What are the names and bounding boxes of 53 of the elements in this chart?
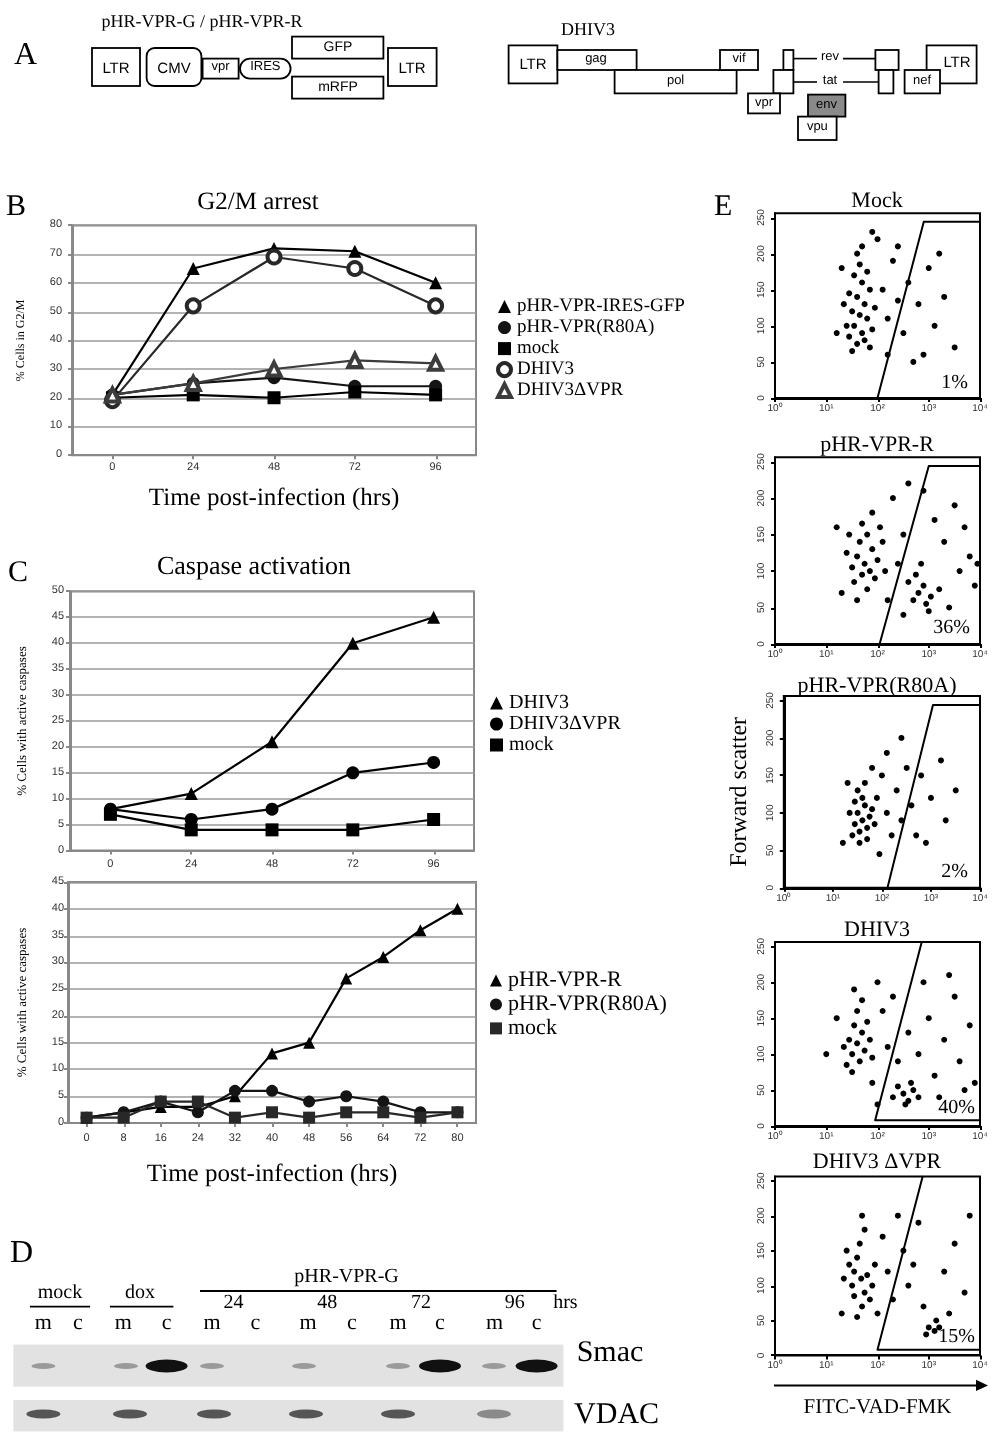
legend-label: DHIV3 (509, 692, 569, 714)
text: 24 48 72 96 (223, 1291, 525, 1313)
text: dox (125, 1281, 155, 1303)
chart-title: Mock (851, 189, 904, 214)
chart-title: DHIV3 (844, 917, 911, 942)
annotation: 40% (938, 1097, 975, 1119)
text: D (10, 1236, 34, 1271)
text: pHR-VPR-G / pHR-VPR-R (101, 10, 303, 30)
annotation: 2% (941, 861, 968, 883)
annotation: 15% (938, 1326, 975, 1348)
text: c (531, 1311, 542, 1335)
text: c (435, 1311, 445, 1335)
chart-title: Caspase activation (156, 549, 353, 580)
text: m (34, 1311, 52, 1335)
text: VDAC (574, 1399, 660, 1432)
legend-label: DHIV3 (517, 359, 575, 380)
text: c (73, 1311, 83, 1335)
chart-title: G2/M arrest (197, 187, 320, 216)
annotation: 36% (933, 617, 970, 639)
legend-label: pHR-VPR(R80A) (508, 992, 668, 1017)
text: c (250, 1311, 261, 1335)
text: m (299, 1311, 317, 1335)
x-axis-title: Time post-infection (hrs) (146, 1159, 398, 1187)
chart-title: pHR-VPR(R80A) (797, 673, 958, 698)
legend-label: mock (509, 734, 554, 756)
text: c (347, 1311, 357, 1335)
text: hrs (553, 1291, 578, 1313)
text: Smac (576, 1337, 644, 1370)
legend-label: DHIV3ΔVPR (509, 713, 622, 735)
legend-label: pHR-VPR(R80A) (517, 317, 655, 338)
text: m (203, 1311, 221, 1335)
text: m (114, 1311, 132, 1335)
x-axis-title: FITC-VAD-FMK (803, 1397, 953, 1420)
annotation: 1% (941, 371, 968, 394)
text: mock (37, 1281, 83, 1303)
y-axis-title: Forward scatter (724, 716, 752, 867)
text: B (6, 190, 27, 223)
legend-label: DHIV3ΔVPR (517, 380, 625, 401)
x-axis-title: Time post-infection (hrs) (148, 483, 400, 511)
text: A (14, 38, 38, 73)
text: DHIV3 (561, 19, 615, 39)
text: pHR-VPR-G (294, 1265, 399, 1287)
legend-label: mock (517, 338, 560, 359)
text: C (8, 557, 29, 590)
chart-title: DHIV3 ΔVPR (812, 1150, 943, 1174)
text: c (161, 1311, 172, 1335)
text: m (486, 1311, 504, 1335)
text: E (714, 190, 733, 223)
legend-label: mock (508, 1016, 558, 1041)
legend-label: pHR-VPR-IRES-GFP (517, 296, 685, 317)
legend-label: pHR-VPR-R (508, 968, 624, 993)
text: m (389, 1311, 407, 1335)
chart-title: pHR-VPR-R (820, 433, 936, 458)
